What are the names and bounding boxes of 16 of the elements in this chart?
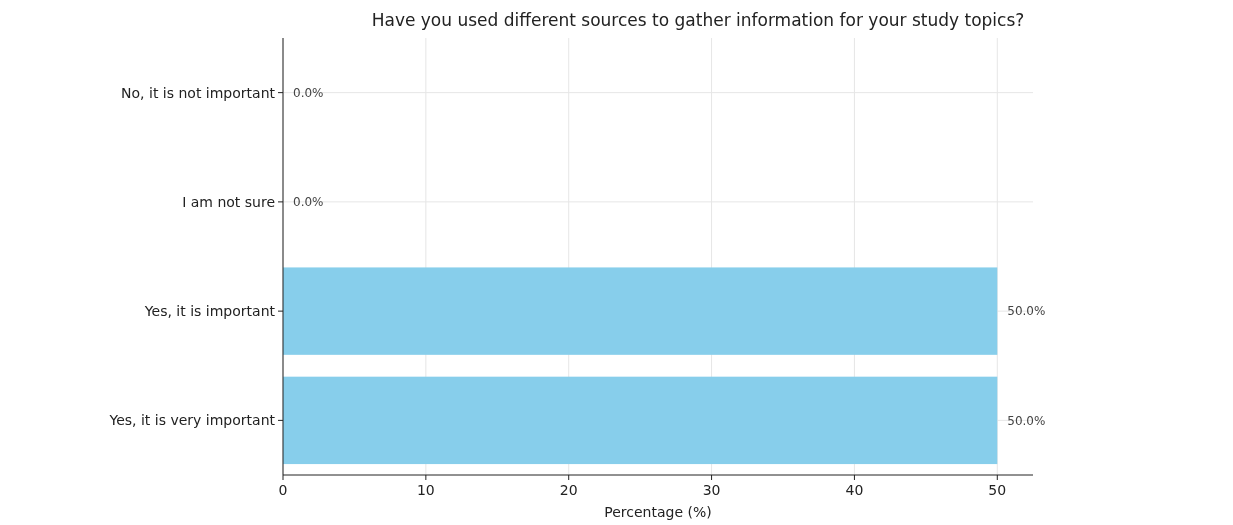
x-tick-label: 40 [845,482,864,498]
x-tick-label: 20 [559,482,578,498]
data-label: 0.0% [293,85,324,100]
y-tick-label: No, it is not important [121,84,276,101]
x-tick-label: 30 [702,482,721,498]
x-tick-label: 0 [278,482,288,498]
y-tick-label: Yes, it is very important [108,412,276,429]
data-label: 50.0% [1007,304,1046,319]
data-label: 0.0% [293,195,324,210]
x-tick-label: 50 [988,482,1007,498]
x-axis-title: Percentage (%) [604,504,712,520]
data-label: 50.0% [1007,413,1046,428]
x-tick-label: 10 [416,482,435,498]
y-tick-label: I am not sure [182,193,275,210]
y-tick-label: Yes, it is important [143,303,276,320]
chart-title: Have you used different sources to gather information for your study topics? [371,10,1025,30]
